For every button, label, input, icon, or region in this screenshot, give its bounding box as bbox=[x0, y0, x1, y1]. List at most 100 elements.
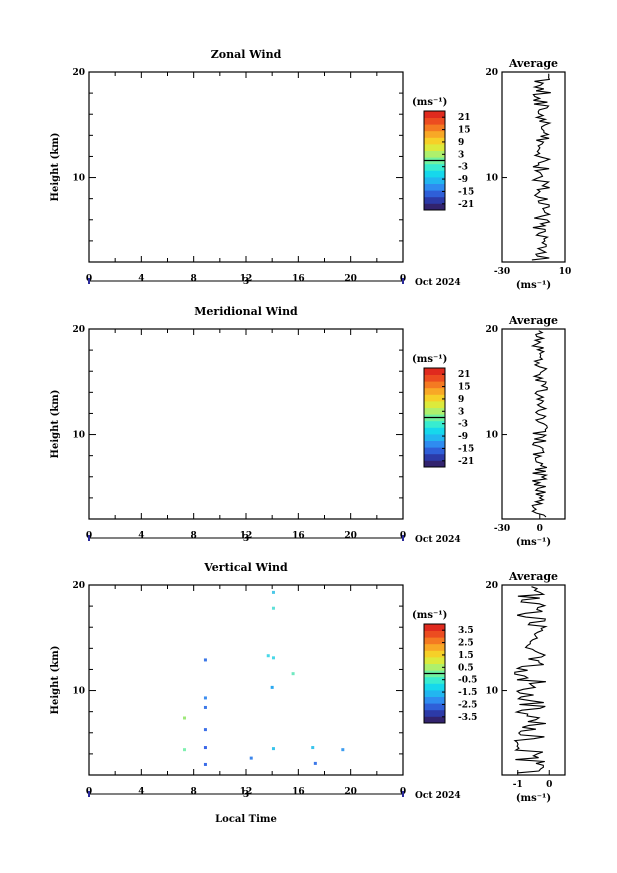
x-tick-label: 20 bbox=[344, 787, 357, 797]
x-tick-label: 8 bbox=[191, 531, 197, 541]
heat-cell bbox=[203, 705, 207, 709]
colorbar-tick-label: 0.5 bbox=[458, 663, 474, 673]
colorbar-segment bbox=[424, 163, 445, 171]
colorbar-tick-label: 15 bbox=[458, 383, 471, 393]
avg-y-tick-label: 10 bbox=[485, 174, 498, 184]
colorbar-tick-label: 2.5 bbox=[458, 639, 474, 649]
colorbar-segment bbox=[424, 170, 445, 178]
avg-x-tick-label: 0 bbox=[546, 780, 552, 790]
avg-x-tick-label: 0 bbox=[537, 524, 543, 534]
colorbar-segment bbox=[424, 716, 445, 724]
colorbar-segment bbox=[424, 177, 445, 184]
heat-cell bbox=[203, 762, 207, 766]
colorbar-segment bbox=[424, 381, 445, 389]
colorbar-segment bbox=[424, 637, 445, 645]
colorbar-segment bbox=[424, 683, 445, 691]
y-tick-label: 20 bbox=[72, 68, 85, 78]
avg-x-label: (ms⁻¹) bbox=[516, 793, 551, 804]
colorbar-segment bbox=[424, 387, 445, 395]
heat-cell bbox=[291, 672, 295, 676]
x-tick-label: 4 bbox=[138, 531, 144, 541]
colorbar-segment bbox=[424, 676, 445, 684]
colorbar-segment bbox=[424, 144, 445, 151]
date-month: Oct 2024 bbox=[415, 535, 461, 545]
avg-frame bbox=[501, 71, 566, 263]
colorbar-segment bbox=[424, 196, 445, 204]
avg-x-tick-label: 10 bbox=[559, 267, 572, 277]
avg-profile-line bbox=[530, 330, 549, 518]
avg-y-tick-label: 20 bbox=[485, 68, 498, 78]
avg-x-tick-label: -30 bbox=[494, 524, 510, 534]
heat-cell bbox=[341, 748, 345, 752]
y-axis-label: Height (km) bbox=[50, 646, 61, 715]
colorbar-tick-label: 9 bbox=[458, 395, 464, 405]
colorbar-segment bbox=[424, 203, 445, 211]
y-tick-label: 10 bbox=[72, 431, 85, 441]
heat-cell bbox=[203, 746, 207, 750]
colorbar-segment bbox=[424, 650, 445, 658]
colorbar-segment bbox=[424, 427, 445, 435]
y-tick-label: 20 bbox=[72, 325, 85, 335]
x-tick-label: 16 bbox=[292, 787, 305, 797]
x-axis-label: Local Time bbox=[215, 814, 277, 825]
x-tick-label: 4 bbox=[138, 787, 144, 797]
heat-cell bbox=[203, 696, 207, 700]
colorbar-segment bbox=[424, 440, 445, 448]
y-tick-label: 20 bbox=[72, 581, 85, 591]
colorbar-segment bbox=[424, 401, 445, 408]
avg-frame bbox=[501, 584, 566, 776]
panel-title: Meridional Wind bbox=[194, 305, 298, 318]
colorbar-segment bbox=[424, 183, 445, 191]
colorbar-unit: (ms⁻¹) bbox=[412, 610, 447, 621]
heat-cell bbox=[249, 756, 253, 760]
x-tick-label: 20 bbox=[344, 531, 357, 541]
avg-profile-line bbox=[531, 73, 552, 261]
colorbar-segment bbox=[424, 117, 445, 125]
colorbar-segment bbox=[424, 703, 445, 711]
x-tick-label: 8 bbox=[191, 787, 197, 797]
avg-x-label: (ms⁻¹) bbox=[516, 280, 551, 291]
panel-title: Zonal Wind bbox=[211, 48, 282, 61]
avg-title: Average bbox=[508, 314, 558, 327]
colorbar-tick-label: 3.5 bbox=[458, 626, 474, 636]
colorbar-segment bbox=[424, 453, 445, 461]
colorbar-segment bbox=[424, 696, 445, 704]
date-day: 3 bbox=[243, 534, 249, 544]
plot-frame bbox=[88, 328, 404, 520]
heat-cell bbox=[183, 748, 187, 752]
y-axis-label: Height (km) bbox=[50, 390, 61, 459]
y-axis-label: Height (km) bbox=[50, 133, 61, 202]
colorbar-segment bbox=[424, 709, 445, 717]
heat-cell bbox=[203, 728, 207, 732]
colorbar-segment bbox=[424, 374, 445, 382]
avg-profile-line bbox=[513, 586, 548, 774]
colorbar-segment bbox=[424, 657, 445, 664]
plot-frame bbox=[88, 584, 404, 776]
colorbar-segment bbox=[424, 663, 445, 671]
panel-title: Vertical Wind bbox=[203, 561, 288, 574]
colorbar-tick-label: -15 bbox=[458, 187, 474, 197]
colorbar-segment bbox=[424, 690, 445, 697]
colorbar-tick-label: 21 bbox=[458, 370, 471, 380]
colorbar-segment bbox=[424, 130, 445, 138]
colorbar-tick-label: 3 bbox=[458, 150, 464, 160]
colorbar-tick-label: 9 bbox=[458, 138, 464, 148]
avg-y-tick-label: 10 bbox=[485, 687, 498, 697]
colorbar-segment bbox=[424, 368, 445, 375]
colorbar-segment bbox=[424, 150, 445, 158]
avg-frame bbox=[501, 328, 566, 520]
avg-y-tick-label: 20 bbox=[485, 325, 498, 335]
avg-x-tick-label: -1 bbox=[513, 780, 523, 790]
colorbar-tick-label: -21 bbox=[458, 200, 474, 210]
colorbar-tick-label: -1.5 bbox=[458, 688, 477, 698]
colorbar-tick-label: -15 bbox=[458, 444, 474, 454]
colorbar-tick-label: -3.5 bbox=[458, 713, 477, 723]
heat-cell bbox=[266, 654, 270, 658]
x-tick-label: 12 bbox=[240, 531, 253, 541]
colorbar-segment bbox=[424, 407, 445, 415]
colorbar-segment bbox=[424, 111, 445, 118]
x-tick-label: 16 bbox=[292, 531, 305, 541]
colorbar-segment bbox=[424, 630, 445, 638]
avg-title: Average bbox=[508, 570, 558, 583]
